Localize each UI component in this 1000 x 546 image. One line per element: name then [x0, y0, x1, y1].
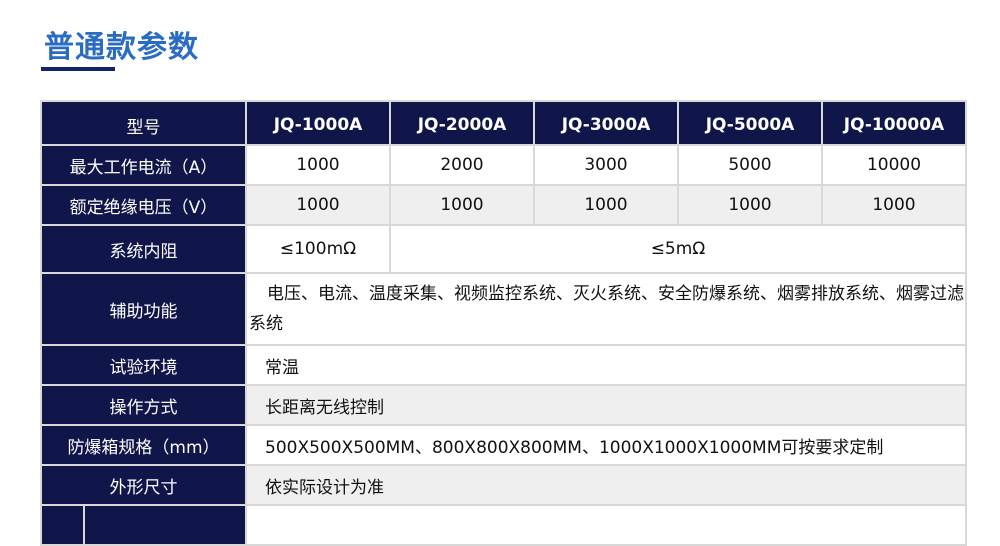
cell: ≤100mΩ	[245, 224, 391, 274]
cell: 500X500X500MM、800X800X800MM、1000X1000X10…	[245, 424, 967, 466]
cell: 1000	[245, 184, 391, 226]
cell: 1000	[821, 184, 967, 226]
cell: 依实际设计为准	[245, 464, 967, 506]
cell: 1000	[245, 144, 391, 186]
row-label	[40, 504, 247, 546]
cell: 常温	[245, 344, 967, 386]
cell	[245, 504, 967, 546]
table-row: 防爆箱规格（mm） 500X500X500MM、800X800X800MM、10…	[40, 424, 967, 466]
cell: ≤5mΩ	[389, 224, 967, 274]
header-cell: 型号	[40, 100, 247, 146]
cell: 1000	[533, 184, 679, 226]
title-underline	[41, 67, 115, 71]
table-row: 系统内阻 ≤100mΩ ≤5mΩ	[40, 224, 967, 274]
row-label: 防爆箱规格（mm）	[40, 424, 247, 466]
cell: 3000	[533, 144, 679, 186]
cell: 长距离无线控制	[245, 384, 967, 426]
header-cell: JQ-1000A	[245, 100, 391, 146]
cell: 电压、电流、温度采集、视频监控系统、灭火系统、安全防爆系统、烟雾排放系统、烟雾过…	[245, 272, 967, 346]
row-label: 试验环境	[40, 344, 247, 386]
table-row: 辅助功能 电压、电流、温度采集、视频监控系统、灭火系统、安全防爆系统、烟雾排放系…	[40, 272, 967, 346]
header-cell: JQ-5000A	[677, 100, 823, 146]
cell: 2000	[389, 144, 535, 186]
header-cell: JQ-3000A	[533, 100, 679, 146]
row-label: 操作方式	[40, 384, 247, 426]
cell: 10000	[821, 144, 967, 186]
header-cell: JQ-2000A	[389, 100, 535, 146]
cell: 1000	[389, 184, 535, 226]
row-label: 辅助功能	[40, 272, 247, 346]
spec-table: 型号 JQ-1000A JQ-2000A JQ-3000A JQ-5000A J…	[40, 100, 967, 546]
page-title: 普通款参数	[44, 30, 199, 65]
row-label: 最大工作电流（A）	[40, 144, 247, 186]
row-label: 系统内阻	[40, 224, 247, 274]
table-row	[40, 504, 967, 546]
table-row: 额定绝缘电压（V） 1000 1000 1000 1000 1000	[40, 184, 967, 226]
row-label: 额定绝缘电压（V）	[40, 184, 247, 226]
table-row: 外形尺寸 依实际设计为准	[40, 464, 967, 506]
cell: 5000	[677, 144, 823, 186]
table-row: 最大工作电流（A） 1000 2000 3000 5000 10000	[40, 144, 967, 186]
cell: 1000	[677, 184, 823, 226]
table-row: 操作方式 长距离无线控制	[40, 384, 967, 426]
header-cell: JQ-10000A	[821, 100, 967, 146]
header-row: 型号 JQ-1000A JQ-2000A JQ-3000A JQ-5000A J…	[40, 100, 967, 146]
table-row: 试验环境 常温	[40, 344, 967, 386]
row-label: 外形尺寸	[40, 464, 247, 506]
